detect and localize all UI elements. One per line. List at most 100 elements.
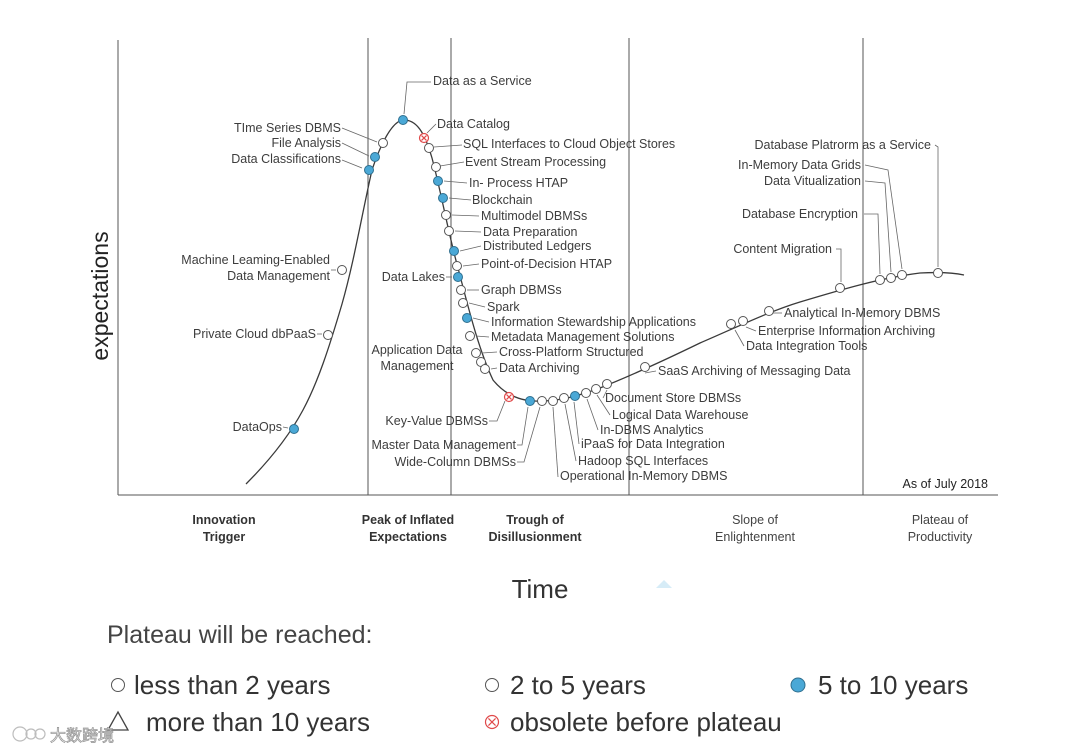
legend-marker-lt2-icon [111, 678, 125, 692]
leader-line [489, 400, 506, 422]
tech-label: In-Memory Data Grids [738, 158, 861, 172]
legend-label: 2 to 5 years [510, 670, 646, 700]
tech-marker-2to5 [452, 261, 462, 271]
tech-marker-2to5 [480, 364, 490, 374]
legend-marker-5to10-icon [790, 677, 806, 693]
tech-label: DataOps [233, 420, 282, 434]
tech-label: Data Integration Tools [746, 339, 867, 353]
technology-labels: DataOps Private Cloud dbPaaS Machine Leami… [181, 74, 940, 483]
leader-line [864, 180, 892, 273]
tech-marker-5to10 [462, 313, 472, 323]
tech-label: In-DBMS Analytics [600, 423, 704, 437]
leader-line [490, 367, 498, 370]
tech-marker-2to5 [458, 298, 468, 308]
tech-label: Data Preparation [483, 225, 578, 239]
tech-marker-2to5 [378, 138, 388, 148]
watermark: 大数跨境 [12, 726, 114, 745]
tech-marker-2to5 [471, 348, 481, 358]
tech-label: Multimodel DBMSs [481, 209, 587, 223]
tech-marker-2to5 [591, 384, 601, 394]
legend-title: Plateau will be reached: [107, 621, 372, 649]
leader-line [864, 164, 903, 270]
leader-line [475, 335, 490, 338]
leader-line [864, 213, 881, 275]
tech-marker-2to5 [602, 379, 612, 389]
tech-label: Data Archiving [499, 361, 580, 375]
leader-line [586, 398, 599, 431]
legend-label: more than 10 years [146, 707, 370, 737]
hype-curve [245, 119, 965, 485]
phase-label: Plateau of Productivity [908, 513, 973, 544]
as-of-date: As of July 2018 [903, 477, 989, 491]
tech-label: Database Platrorm as a Service [755, 138, 932, 152]
tech-label: Data Vitualization [764, 174, 861, 188]
tech-marker-2to5 [933, 268, 943, 278]
phase-label-line: Peak of Inflated [362, 513, 454, 527]
tech-label: Hadoop SQL Interfaces [578, 454, 708, 468]
tech-marker-2to5 [738, 316, 748, 326]
legend-label: less than 2 years [134, 670, 331, 700]
tech-marker-obs [418, 132, 430, 144]
technology-markers [289, 115, 943, 434]
watermark-text: 大数跨境 [50, 726, 114, 745]
tech-label: Master Data Management [371, 438, 516, 452]
leader-line [443, 180, 468, 184]
leader-line [433, 144, 463, 148]
leader-line [448, 197, 472, 201]
leader-line [454, 230, 482, 233]
tech-marker-5to10 [449, 246, 459, 256]
tech-marker-2to5 [431, 162, 441, 172]
tech-label: Analytical In-Memory DBMS [784, 306, 940, 320]
tech-label: Wide-Column DBMSs [394, 455, 516, 469]
tech-label: Information Stewardship Applications [491, 315, 696, 329]
leader-line [462, 263, 480, 267]
phase-label-line: Innovation [192, 513, 255, 527]
axes: expectations Time As of July 2018 [87, 40, 998, 604]
leader-line [468, 302, 486, 308]
phase-label-line: Slope of [732, 513, 778, 527]
x-axis-label: Time [512, 574, 569, 604]
y-axis-label: expectations [87, 231, 113, 360]
tech-label: Data as a Service [433, 74, 532, 88]
tech-label: Operational In-Memory DBMS [560, 469, 727, 483]
phase-label: Peak of Inflated Expectations [362, 513, 454, 544]
tech-marker-2to5 [875, 275, 885, 285]
tech-label: Key-Value DBMSs [385, 414, 488, 428]
tech-label: In- Process HTAP [469, 176, 568, 190]
tech-label: Distributed Ledgers [483, 239, 591, 253]
tech-marker-2to5 [548, 396, 558, 406]
decorative-triangle-icon [656, 580, 672, 588]
tech-marker-2to5 [337, 265, 347, 275]
leader-line [573, 401, 580, 445]
tech-marker-5to10 [370, 152, 380, 162]
phase-label: Innovation Trigger [192, 513, 255, 544]
tech-label: Graph DBMSs [481, 283, 562, 297]
phase-label-line: Trigger [203, 530, 246, 544]
phase-label-line: Productivity [908, 530, 973, 544]
tech-marker-2to5 [886, 273, 896, 283]
tech-label: File Analysis [272, 136, 341, 150]
leader-line [745, 326, 757, 332]
tech-label: Data Lakes [382, 270, 445, 284]
tech-label: Content Migration [733, 242, 832, 256]
tech-label: Data Catalog [437, 117, 510, 131]
tech-label: Event Stream Processing [465, 155, 606, 169]
watermark-logo-icon [12, 726, 46, 742]
leader-line [459, 245, 482, 252]
tech-label: Logical Data Warehouse [612, 408, 748, 422]
phase-dividers [367, 38, 864, 495]
leader-line [934, 144, 939, 267]
tech-marker-5to10 [364, 165, 374, 175]
tech-label: Point-of-Decision HTAP [481, 257, 612, 271]
leader-line [341, 127, 378, 143]
tech-marker-2to5 [424, 143, 434, 153]
leader-line [517, 406, 529, 446]
leader-line [481, 351, 498, 354]
phase-label: Trough of Disillusionment [488, 513, 582, 544]
tech-marker-5to10 [398, 115, 408, 125]
tech-marker-2to5 [726, 319, 736, 329]
tech-marker-2to5 [559, 393, 569, 403]
leader-line [472, 317, 490, 323]
tech-marker-2to5 [456, 285, 466, 295]
leader-line [596, 394, 611, 416]
